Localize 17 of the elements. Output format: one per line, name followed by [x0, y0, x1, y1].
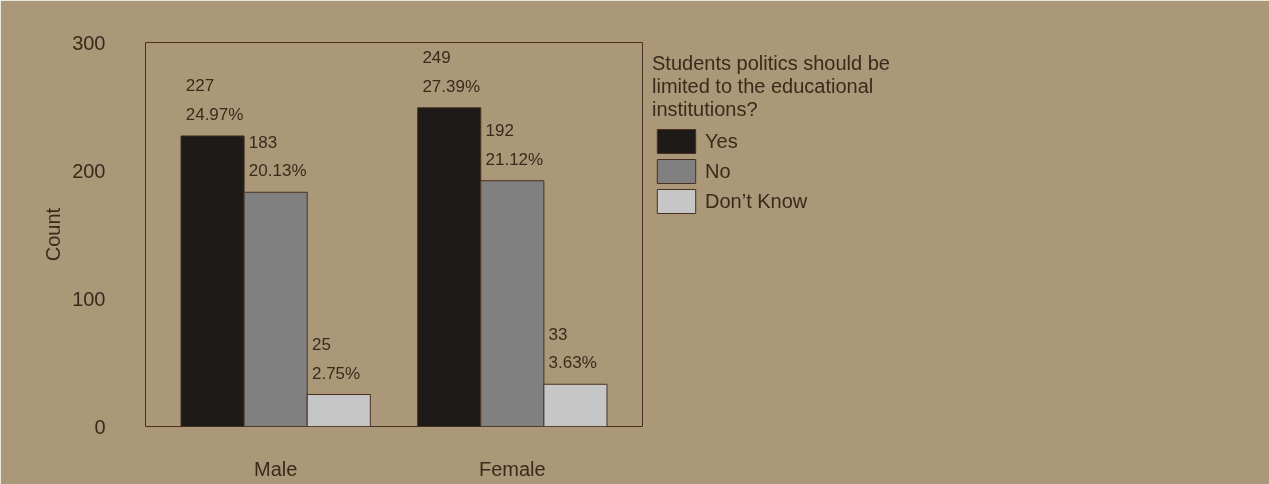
legend-label: Don’t Know [705, 188, 808, 214]
legend-label: No [705, 158, 731, 184]
legend-label: Yes [705, 128, 738, 154]
y-tick-label: 300 [72, 31, 106, 54]
x-tick-label: Male [253, 457, 298, 480]
data-label: 192 21.12% [485, 121, 544, 169]
data-label: 249 27.39% [422, 48, 481, 96]
y-axis-title: Count [42, 207, 65, 262]
data-label: 33 3.63% [548, 324, 597, 373]
data-label: 25 2.75% [311, 335, 361, 383]
legend-title: Students politics should be limited to the educational institutions? [652, 52, 890, 121]
y-tick-label: 100 [72, 287, 106, 310]
y-tick-label: 0 [94, 415, 106, 438]
data-label: 227 24.97% [185, 76, 244, 124]
data-label: 183 20.13% [248, 132, 307, 181]
y-tick-label: 200 [72, 159, 106, 182]
x-tick-label: Female [478, 457, 546, 480]
